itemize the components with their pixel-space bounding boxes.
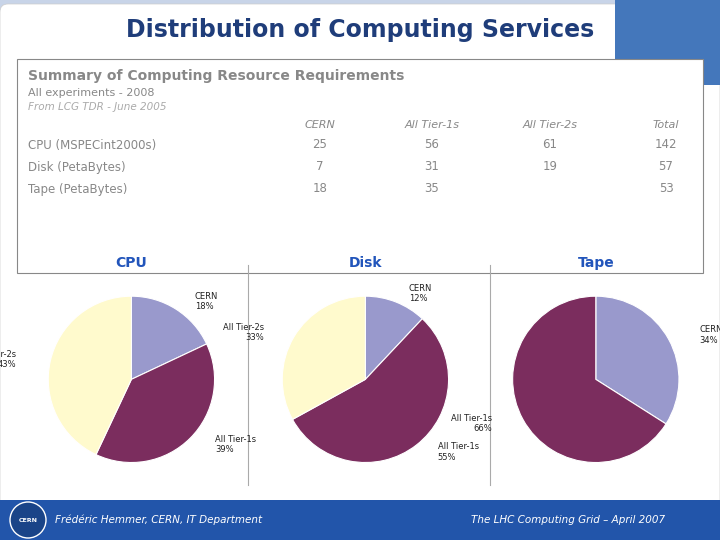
Wedge shape [595, 296, 679, 424]
FancyBboxPatch shape [615, 0, 720, 85]
Wedge shape [365, 296, 423, 379]
Text: 61: 61 [542, 138, 557, 152]
Text: All Tier-2s
33%: All Tier-2s 33% [222, 323, 264, 342]
Text: 56: 56 [425, 138, 439, 152]
Text: CERN
12%: CERN 12% [409, 284, 432, 303]
Wedge shape [131, 296, 207, 379]
Text: 31: 31 [425, 160, 439, 173]
Text: Distribution of Computing Services: Distribution of Computing Services [126, 18, 594, 42]
Text: Summary of Computing Resource Requirements: Summary of Computing Resource Requiremen… [28, 69, 405, 83]
Wedge shape [282, 296, 366, 420]
Bar [0, 500, 720, 540]
Text: All Tier-1s
55%: All Tier-1s 55% [438, 442, 479, 462]
Text: All experiments - 2008: All experiments - 2008 [28, 88, 155, 98]
Wedge shape [48, 296, 132, 455]
Text: All Tier-2s
43%: All Tier-2s 43% [0, 349, 16, 369]
Text: 57: 57 [659, 160, 673, 173]
Text: CERN: CERN [19, 517, 37, 523]
Text: 35: 35 [425, 183, 439, 195]
FancyBboxPatch shape [0, 4, 720, 508]
FancyBboxPatch shape [17, 59, 703, 273]
Text: CPU (MSPECint2000s): CPU (MSPECint2000s) [28, 138, 156, 152]
Text: Frédéric Hemmer, CERN, IT Department: Frédéric Hemmer, CERN, IT Department [55, 515, 262, 525]
Text: 19: 19 [542, 160, 557, 173]
Wedge shape [513, 296, 666, 462]
Text: From LCG TDR - June 2005: From LCG TDR - June 2005 [28, 102, 166, 112]
Wedge shape [292, 319, 449, 462]
Text: 18: 18 [312, 183, 328, 195]
Wedge shape [96, 344, 215, 462]
Text: All Tier-1s
66%: All Tier-1s 66% [451, 414, 492, 434]
Text: Tape: Tape [577, 256, 614, 270]
Text: CERN: CERN [305, 120, 336, 130]
Text: 53: 53 [659, 183, 673, 195]
Text: All Tier-1s: All Tier-1s [405, 120, 459, 130]
Text: Disk (PetaBytes): Disk (PetaBytes) [28, 160, 125, 173]
Text: CERN
34%: CERN 34% [699, 325, 720, 345]
Text: Disk: Disk [348, 256, 382, 270]
Text: Tape (PetaBytes): Tape (PetaBytes) [28, 183, 127, 195]
Circle shape [10, 502, 46, 538]
Text: Total: Total [653, 120, 679, 130]
Text: All Tier-1s
39%: All Tier-1s 39% [215, 435, 256, 454]
Text: 25: 25 [312, 138, 328, 152]
Text: 142: 142 [654, 138, 678, 152]
Text: The LHC Computing Grid – April 2007: The LHC Computing Grid – April 2007 [471, 515, 665, 525]
Text: 7: 7 [316, 160, 324, 173]
Text: CPU: CPU [115, 256, 148, 270]
Text: All Tier-2s: All Tier-2s [523, 120, 577, 130]
Text: CERN
18%: CERN 18% [194, 292, 218, 311]
